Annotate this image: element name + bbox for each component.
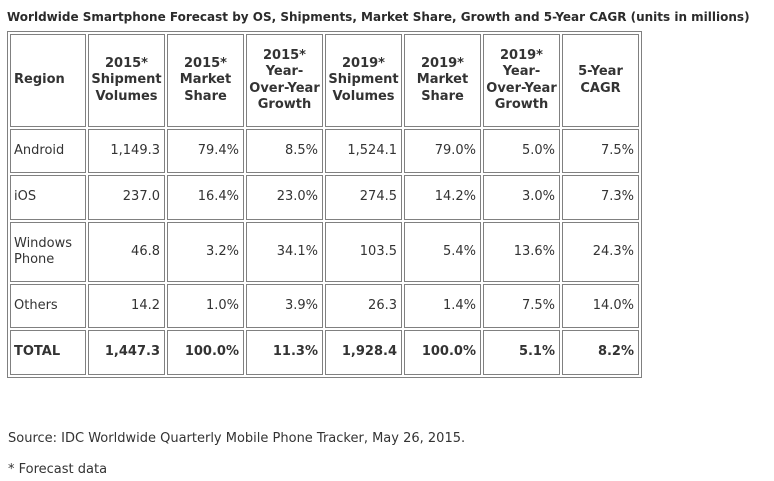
value-cell: 13.6%	[483, 221, 560, 282]
column-header-2015-shipments: 2015* Shipment Volumes	[88, 34, 165, 127]
value-cell: 34.1%	[246, 221, 323, 282]
value-cell: 23.0%	[246, 175, 323, 220]
column-header-2019-growth: 2019* Year-Over-Year Growth	[483, 34, 560, 127]
column-header-row: Region 2015* Shipment Volumes 2015* Mark…	[10, 34, 639, 127]
value-cell: 1.4%	[404, 284, 481, 329]
value-cell: 79.0%	[404, 129, 481, 174]
forecast-note: * Forecast data	[8, 461, 108, 477]
value-cell: 24.3%	[562, 221, 639, 282]
column-header-cagr: 5-Year CAGR	[562, 34, 639, 127]
value-cell: 1.0%	[167, 284, 244, 329]
value-cell: 26.3	[325, 284, 402, 329]
value-cell: 14.2%	[404, 175, 481, 220]
table-row-total: TOTAL 1,447.3 100.0% 11.3% 1,928.4 100.0…	[10, 330, 639, 375]
table-row-others: Others 14.2 1.0% 3.9% 26.3 1.4% 7.5% 14.…	[10, 284, 639, 329]
region-cell: TOTAL	[10, 330, 86, 375]
source-note: Source: IDC Worldwide Quarterly Mobile P…	[8, 430, 466, 446]
value-cell: 1,524.1	[325, 129, 402, 174]
value-cell: 1,447.3	[88, 330, 165, 375]
column-header-2015-growth: 2015* Year-Over-Year Growth	[246, 34, 323, 127]
region-cell: iOS	[10, 175, 86, 220]
value-cell: 100.0%	[167, 330, 244, 375]
value-cell: 3.0%	[483, 175, 560, 220]
value-cell: 79.4%	[167, 129, 244, 174]
region-cell: Windows Phone	[10, 221, 86, 282]
value-cell: 7.5%	[483, 284, 560, 329]
value-cell: 5.0%	[483, 129, 560, 174]
value-cell: 8.2%	[562, 330, 639, 375]
column-header-2015-share: 2015* Market Share	[167, 34, 244, 127]
value-cell: 274.5	[325, 175, 402, 220]
column-header-region: Region	[10, 34, 86, 127]
value-cell: 1,928.4	[325, 330, 402, 375]
value-cell: 237.0	[88, 175, 165, 220]
table-row-ios: iOS 237.0 16.4% 23.0% 274.5 14.2% 3.0% 7…	[10, 175, 639, 220]
value-cell: 14.2	[88, 284, 165, 329]
value-cell: 14.0%	[562, 284, 639, 329]
value-cell: 100.0%	[404, 330, 481, 375]
value-cell: 5.4%	[404, 221, 481, 282]
value-cell: 8.5%	[246, 129, 323, 174]
column-header-2019-share: 2019* Market Share	[404, 34, 481, 127]
value-cell: 3.9%	[246, 284, 323, 329]
value-cell: 1,149.3	[88, 129, 165, 174]
page-title: Worldwide Smartphone Forecast by OS, Shi…	[7, 10, 750, 24]
value-cell: 3.2%	[167, 221, 244, 282]
value-cell: 7.5%	[562, 129, 639, 174]
table-row-android: Android 1,149.3 79.4% 8.5% 1,524.1 79.0%…	[10, 129, 639, 174]
region-cell: Android	[10, 129, 86, 174]
value-cell: 46.8	[88, 221, 165, 282]
value-cell: 5.1%	[483, 330, 560, 375]
column-header-2019-shipments: 2019* Shipment Volumes	[325, 34, 402, 127]
value-cell: 16.4%	[167, 175, 244, 220]
region-cell: Others	[10, 284, 86, 329]
value-cell: 11.3%	[246, 330, 323, 375]
forecast-table: Region 2015* Shipment Volumes 2015* Mark…	[7, 31, 642, 378]
value-cell: 7.3%	[562, 175, 639, 220]
table-row-windows-phone: Windows Phone 46.8 3.2% 34.1% 103.5 5.4%…	[10, 221, 639, 282]
value-cell: 103.5	[325, 221, 402, 282]
